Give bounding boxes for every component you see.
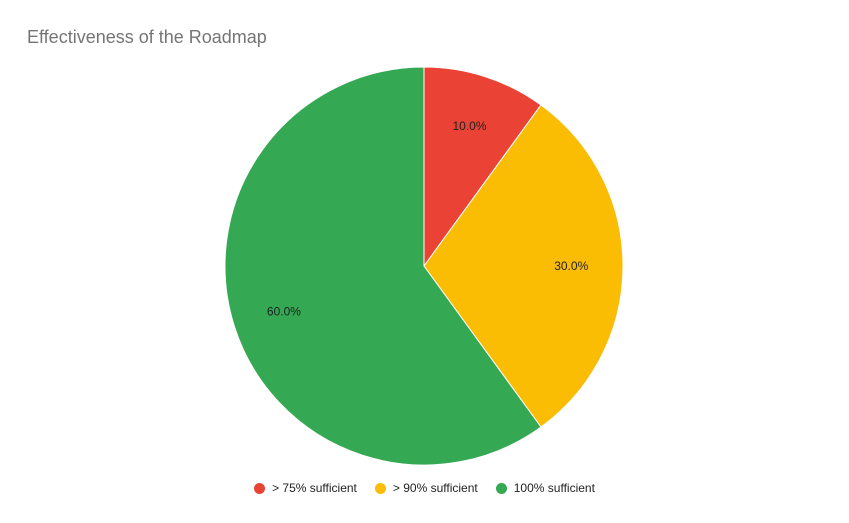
legend-swatch xyxy=(254,482,266,494)
slice-data-label: 60.0% xyxy=(267,305,301,319)
pie-slice xyxy=(423,104,624,428)
legend-swatch xyxy=(495,482,507,494)
chart-legend: > 75% sufficient > 90% sufficient 100% suf… xyxy=(0,481,849,495)
legend-item: 100% sufficient xyxy=(495,481,595,495)
legend-label: > 90% sufficient xyxy=(392,481,478,495)
legend-label: 100% sufficient xyxy=(513,481,595,495)
legend-item: > 75% sufficient xyxy=(254,481,357,495)
chart-title: Effectiveness of the Roadmap xyxy=(27,27,267,47)
legend-label: > 75% sufficient xyxy=(272,481,357,495)
pie-slice xyxy=(423,66,542,268)
slice-data-label: 10.0% xyxy=(452,119,486,133)
slice-data-label: 30.0% xyxy=(554,259,588,273)
legend-swatch xyxy=(374,482,386,494)
pie-slice xyxy=(224,66,542,466)
legend-item: > 90% sufficient xyxy=(374,481,478,495)
